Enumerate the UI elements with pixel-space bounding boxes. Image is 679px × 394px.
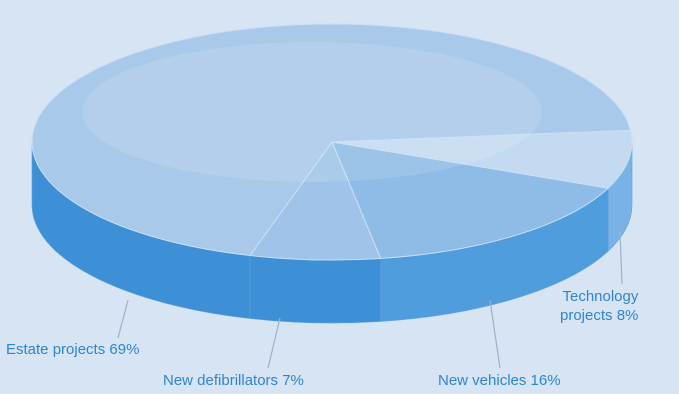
pie-slice-technology-projects bbox=[331, 129, 633, 189]
pie-slice-estate-projects bbox=[31, 23, 632, 257]
label-technology-projects: Technology projects 8% bbox=[560, 287, 638, 325]
pie-highlight bbox=[82, 42, 542, 182]
label-estate-projects: Estate projects 69% bbox=[6, 341, 140, 358]
leader-estate bbox=[117, 299, 129, 339]
pie-top-layer bbox=[31, 23, 633, 261]
pie-side-layer bbox=[31, 141, 633, 324]
leader-tech bbox=[619, 231, 623, 285]
pie-slice-new-defibrillators bbox=[249, 140, 382, 261]
label-new-vehicles: New vehicles 16% bbox=[438, 372, 561, 389]
label-technology-line2: projects 8% bbox=[560, 307, 639, 324]
label-technology-line1: Technology bbox=[562, 288, 639, 305]
pie-side-new-defibrillators bbox=[249, 255, 381, 324]
leader-lines bbox=[117, 231, 623, 369]
leader-vehicles bbox=[489, 299, 501, 369]
leader-defib bbox=[267, 317, 281, 369]
pie-slice-new-vehicles bbox=[331, 141, 610, 259]
label-new-defibrillators: New defibrillators 7% bbox=[163, 372, 304, 389]
